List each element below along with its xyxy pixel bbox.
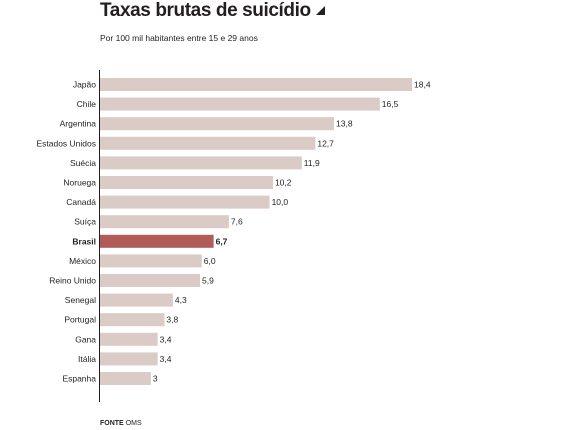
bar-10 xyxy=(100,274,201,287)
value-label-7: 7,6 xyxy=(231,217,243,227)
bar-13 xyxy=(100,332,158,346)
category-label-7: Suíça xyxy=(74,217,96,227)
category-label-13: Gana xyxy=(75,334,96,344)
value-label-11: 4,3 xyxy=(175,295,187,305)
category-label-6: Canadá xyxy=(66,197,96,207)
bar-6 xyxy=(100,195,270,209)
category-label-8: Brasil xyxy=(72,236,96,246)
value-label-8: 6,7 xyxy=(216,236,228,246)
category-label-15: Espanha xyxy=(62,374,96,384)
chart-title-text: Taxas brutas de suicídio xyxy=(100,0,311,21)
category-label-0: Japão xyxy=(73,80,96,90)
category-label-14: Itália xyxy=(78,354,96,364)
bar-4 xyxy=(100,156,302,170)
bar-7 xyxy=(100,215,229,229)
bar-3 xyxy=(100,136,316,150)
category-label-9: México xyxy=(69,256,96,266)
bar-11 xyxy=(100,293,173,307)
bar-1 xyxy=(100,97,380,111)
value-label-10: 5,9 xyxy=(202,276,214,286)
value-label-14: 3,4 xyxy=(160,354,172,364)
category-label-4: Suécia xyxy=(70,158,96,168)
category-label-12: Portugal xyxy=(64,315,96,325)
value-label-15: 3 xyxy=(153,374,158,384)
source-label: FONTE xyxy=(100,420,124,427)
chart-subtitle: Por 100 mil habitantes entre 15 e 29 ano… xyxy=(100,33,258,43)
bar-14 xyxy=(100,352,158,366)
value-label-3: 12,7 xyxy=(317,138,334,148)
bar-15 xyxy=(100,372,151,385)
value-label-4: 11,9 xyxy=(304,158,320,168)
category-label-3: Estados Unidos xyxy=(36,138,96,148)
chart-title: Taxas brutas de suicídio xyxy=(100,0,325,22)
value-label-0: 18,4 xyxy=(414,80,431,90)
category-label-11: Senegal xyxy=(65,295,96,305)
value-label-1: 16,5 xyxy=(382,99,399,109)
value-label-2: 13,8 xyxy=(336,119,353,129)
bar-0 xyxy=(100,78,412,91)
bar-2 xyxy=(100,117,334,131)
category-label-2: Argentina xyxy=(60,119,97,129)
bar-5 xyxy=(100,176,273,189)
bar-8 xyxy=(100,234,214,248)
source-value: OMS xyxy=(125,420,142,427)
source-note: FONTE OMS xyxy=(100,420,142,427)
bar-12 xyxy=(100,313,165,327)
category-label-10: Reino Unido xyxy=(49,276,96,286)
category-label-1: Chile xyxy=(77,99,97,109)
y-axis-line xyxy=(99,70,100,402)
value-label-6: 10,0 xyxy=(272,197,289,207)
value-label-9: 6,0 xyxy=(204,256,216,266)
value-label-12: 3,8 xyxy=(166,315,178,325)
triangle-icon xyxy=(315,6,325,15)
category-label-5: Noruega xyxy=(63,178,96,188)
value-label-13: 3,4 xyxy=(160,334,172,344)
value-label-5: 10,2 xyxy=(275,178,292,188)
bar-9 xyxy=(100,254,202,268)
